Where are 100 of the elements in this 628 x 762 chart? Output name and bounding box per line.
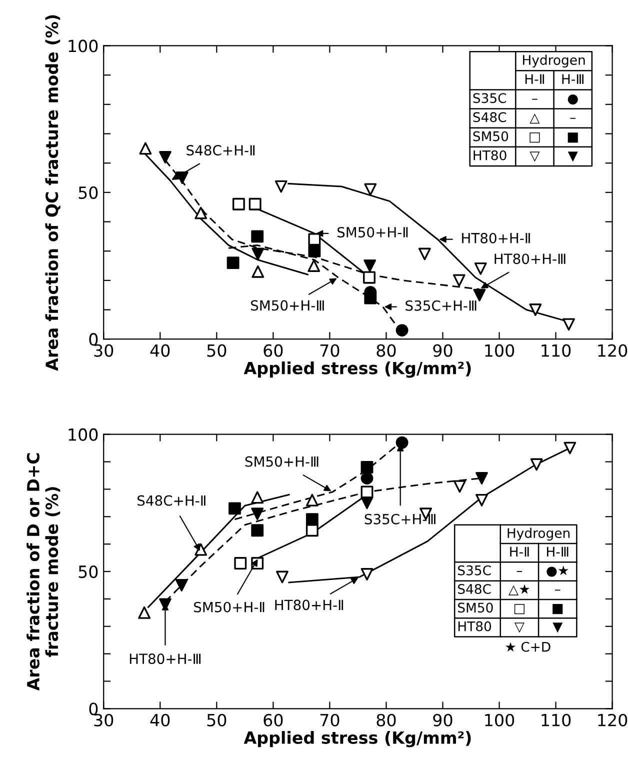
point — [364, 260, 376, 272]
point — [251, 524, 264, 537]
annotation: – — [532, 98, 538, 100]
point — [360, 472, 374, 484]
point — [234, 557, 247, 570]
annotation: △★ — [508, 584, 530, 596]
point — [252, 265, 264, 278]
point — [476, 472, 488, 484]
annotation: S48C — [473, 112, 506, 122]
point — [564, 442, 576, 454]
annotation: ● — [568, 94, 578, 105]
y-tick-label: 50 — [78, 565, 98, 578]
point — [396, 324, 408, 337]
y-tick-label: 0 — [89, 702, 98, 716]
x-axis-title: Applied stress (Kg/mm²) — [244, 361, 471, 378]
point — [276, 570, 288, 584]
point — [308, 244, 321, 258]
x-tick-label: 30 — [94, 714, 114, 726]
x-axis-title: Applied stress (Kg/mm²) — [244, 731, 471, 748]
annotation: ★ C+D — [505, 642, 550, 652]
annotation: HT80 — [474, 150, 506, 160]
x-tick-label: 120 — [598, 344, 628, 357]
point — [452, 274, 466, 287]
point — [251, 491, 264, 504]
annotation: △ — [530, 113, 540, 124]
annotation: S35C+H-Ⅲ — [364, 514, 436, 524]
point — [232, 198, 245, 210]
x-tick-label: 50 — [207, 714, 226, 726]
annotation: HT80+H-Ⅱ — [275, 600, 344, 610]
point — [248, 198, 262, 210]
x-tick-label: 90 — [433, 344, 452, 357]
point — [175, 579, 188, 592]
annotation: H-Ⅲ — [562, 74, 584, 84]
annotation: – — [516, 571, 522, 572]
point — [159, 150, 172, 164]
annotation: SM50+H-Ⅱ — [194, 602, 264, 612]
point — [474, 262, 487, 275]
point — [274, 180, 288, 193]
point — [139, 142, 152, 155]
point — [228, 502, 241, 515]
x-tick-label: 30 — [94, 344, 114, 357]
annotation: □ — [530, 132, 540, 143]
annotation: H-Ⅲ — [547, 546, 568, 556]
point — [360, 461, 374, 474]
annotation: HT80+H-Ⅱ — [462, 232, 530, 244]
x-tick-label: 60 — [264, 344, 283, 357]
annotation: ▼ — [552, 622, 563, 633]
x-tick-label: 110 — [542, 714, 571, 726]
annotation: H-Ⅱ — [525, 74, 544, 84]
y-tick-label: 100 — [68, 428, 98, 441]
point — [396, 436, 408, 449]
x-tick-label: 40 — [150, 714, 170, 726]
point — [226, 256, 240, 270]
annotation: Hydrogen — [508, 528, 570, 541]
point — [138, 606, 151, 619]
point — [308, 233, 321, 246]
annotation: ▼ — [568, 152, 578, 162]
x-tick-label: 90 — [433, 714, 452, 726]
y-tick-label: 50 — [78, 186, 98, 199]
x-tick-label: 110 — [542, 344, 571, 357]
y-axis-title: Area fraction of D or D+C fracture mode (%) — [26, 453, 60, 691]
annotation: SM50 — [473, 131, 508, 142]
x-tick-label: 40 — [150, 344, 170, 357]
annotation: HT80+H-Ⅲ — [494, 254, 566, 264]
x-tick-label: 120 — [598, 714, 628, 726]
point — [251, 508, 264, 520]
annotation: – — [554, 590, 560, 591]
point — [306, 494, 318, 506]
point — [363, 271, 376, 284]
point — [453, 480, 466, 493]
annotation: □ — [514, 604, 524, 614]
point — [306, 513, 318, 526]
point — [562, 318, 575, 331]
x-tick-label: 100 — [485, 714, 514, 726]
point — [194, 543, 208, 556]
point — [252, 248, 264, 260]
x-tick-label: 50 — [207, 344, 226, 357]
annotation: H-Ⅱ — [510, 546, 529, 556]
x-tick-label: 80 — [376, 344, 396, 357]
annotation: HT80 — [458, 621, 492, 632]
annotation: SM50+H-Ⅱ — [337, 227, 408, 238]
y-tick-label: 100 — [68, 40, 98, 52]
annotation: S48C — [458, 584, 491, 594]
point — [251, 230, 264, 243]
point — [476, 494, 488, 506]
point — [308, 260, 320, 272]
annotation: S48C+H-Ⅱ — [186, 145, 255, 156]
annotation: ▽ — [514, 622, 524, 633]
point — [360, 496, 374, 510]
point — [364, 183, 377, 196]
annotation: S35C — [458, 565, 491, 576]
x-tick-label: 70 — [320, 344, 340, 357]
annotation: SM50+H-Ⅲ — [245, 456, 318, 467]
point — [473, 288, 486, 302]
annotation: ■ — [552, 604, 563, 614]
annotation: S35C — [473, 93, 506, 104]
annotation: Hydrogen — [523, 54, 585, 68]
y-tick-label: 0 — [89, 333, 98, 346]
x-tick-label: 100 — [485, 344, 514, 357]
annotation: ●★ — [546, 566, 568, 577]
